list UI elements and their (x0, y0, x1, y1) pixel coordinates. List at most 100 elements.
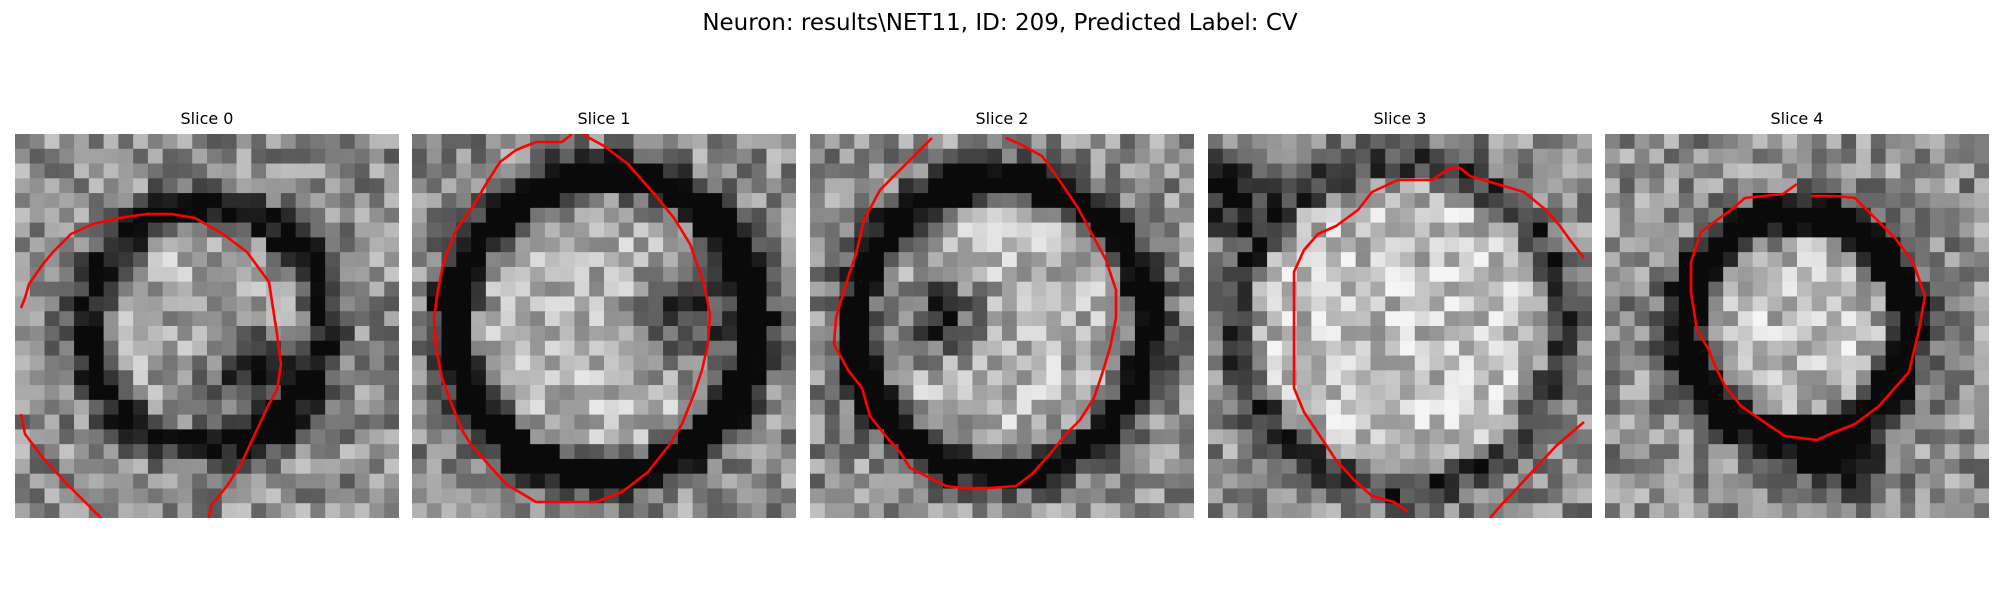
pixel (1208, 503, 1224, 518)
pixel (1826, 326, 1842, 342)
pixel (1208, 266, 1224, 283)
pixel (192, 193, 208, 209)
pixel (1164, 134, 1180, 150)
pixel (192, 399, 208, 416)
pixel (736, 355, 753, 371)
pixel (310, 488, 326, 504)
pixel (1296, 148, 1312, 165)
pixel (1547, 385, 1564, 401)
pixel (1237, 266, 1253, 283)
pixel (103, 193, 119, 209)
pixel (177, 458, 193, 475)
pixel (44, 385, 60, 401)
pixel (1031, 326, 1047, 342)
pixel (310, 326, 326, 342)
pixel (1782, 163, 1798, 179)
pixel (1075, 266, 1092, 283)
pixel (1061, 370, 1077, 386)
pixel (1370, 355, 1386, 371)
pixel (1944, 163, 1961, 179)
pixel (1649, 399, 1665, 416)
pixel (280, 281, 297, 298)
pixel (192, 134, 208, 150)
pixel (781, 311, 796, 327)
pixel (707, 503, 723, 518)
pixel (604, 311, 620, 327)
pixel (839, 207, 855, 224)
pixel (1885, 385, 1901, 401)
pixel (1664, 414, 1680, 430)
pixel (1164, 385, 1180, 401)
pixel (1340, 193, 1357, 209)
pixel (133, 458, 149, 475)
pixel (824, 296, 841, 312)
pixel (485, 340, 502, 357)
pixel (1370, 385, 1386, 401)
pixel (1562, 414, 1578, 430)
pixel (648, 134, 664, 150)
pixel (663, 222, 679, 238)
pixel (736, 399, 753, 416)
pixel (781, 178, 796, 194)
pixel (280, 340, 297, 357)
pixel (1414, 237, 1431, 253)
pixel (515, 385, 531, 401)
pixel (722, 326, 738, 342)
pixel (1693, 281, 1709, 298)
pixel (869, 178, 885, 194)
pixel (1355, 134, 1372, 150)
pixel (663, 134, 679, 150)
pixel (103, 503, 119, 518)
pixel (103, 296, 119, 312)
pixel (162, 473, 179, 490)
pixel (1856, 444, 1872, 460)
pixel (1340, 281, 1357, 298)
pixel (426, 237, 443, 253)
pixel (1075, 503, 1092, 518)
pixel (1134, 444, 1151, 460)
pixel (441, 266, 457, 283)
pixel (751, 296, 768, 312)
pixel (44, 193, 60, 209)
pixel (854, 207, 870, 224)
pixel (207, 355, 223, 371)
pixel (1149, 473, 1166, 490)
pixel (1737, 134, 1754, 150)
pixel (1811, 296, 1828, 312)
pixel (295, 385, 311, 401)
pixel (1370, 429, 1386, 445)
pixel (736, 488, 753, 504)
pixel (441, 296, 457, 312)
pixel (369, 503, 385, 518)
pixel (500, 163, 516, 179)
pixel (1562, 311, 1578, 327)
pixel (1459, 193, 1475, 209)
pixel (1164, 148, 1180, 165)
pixel (1488, 444, 1504, 460)
pixel (177, 311, 193, 327)
pixel (1737, 237, 1754, 253)
pixel (663, 473, 679, 490)
pixel (15, 237, 31, 253)
pixel (1164, 193, 1180, 209)
pixel (384, 311, 399, 327)
pixel (485, 458, 502, 475)
pixel (1311, 193, 1327, 209)
pixel (1149, 296, 1166, 312)
pixel (1826, 148, 1842, 165)
pixel (1459, 370, 1475, 386)
pixel (648, 473, 664, 490)
pixel (1061, 355, 1077, 371)
pixel (1444, 237, 1460, 253)
pixel (1149, 311, 1166, 327)
pixel (1811, 281, 1828, 298)
pixel (295, 134, 311, 150)
pixel (1634, 296, 1650, 312)
pixel (869, 488, 885, 504)
pixel (1547, 444, 1564, 460)
pixel (1782, 473, 1798, 490)
pixel (722, 281, 738, 298)
pixel (1634, 193, 1650, 209)
pixel (781, 163, 796, 179)
pixel (295, 340, 311, 357)
